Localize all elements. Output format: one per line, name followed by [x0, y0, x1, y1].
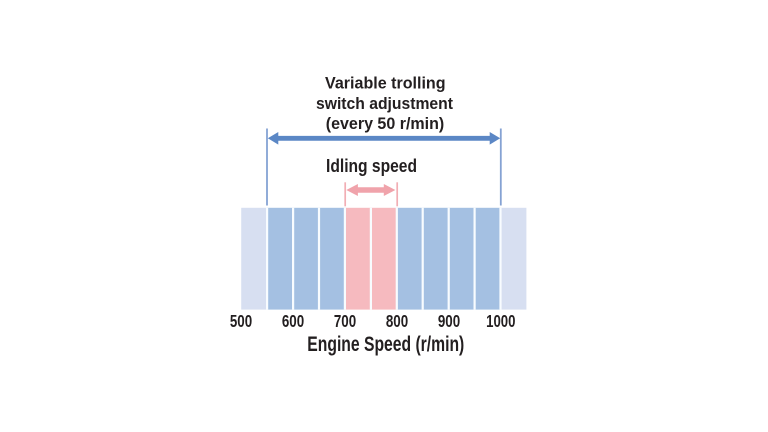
svg-text:600: 600	[282, 311, 305, 331]
svg-text:switch adjustment: switch adjustment	[316, 94, 453, 113]
svg-text:1000: 1000	[486, 311, 515, 331]
svg-text:800: 800	[386, 311, 409, 331]
svg-text:Variable trolling: Variable trolling	[325, 74, 446, 93]
svg-text:(every 50 r/min): (every 50 r/min)	[326, 114, 445, 133]
svg-text:500: 500	[230, 311, 253, 331]
svg-text:Idling speed: Idling speed	[326, 156, 417, 176]
svg-text:Engine Speed (r/min): Engine Speed (r/min)	[307, 333, 464, 356]
svg-text:700: 700	[334, 311, 357, 331]
svg-text:900: 900	[438, 311, 461, 331]
